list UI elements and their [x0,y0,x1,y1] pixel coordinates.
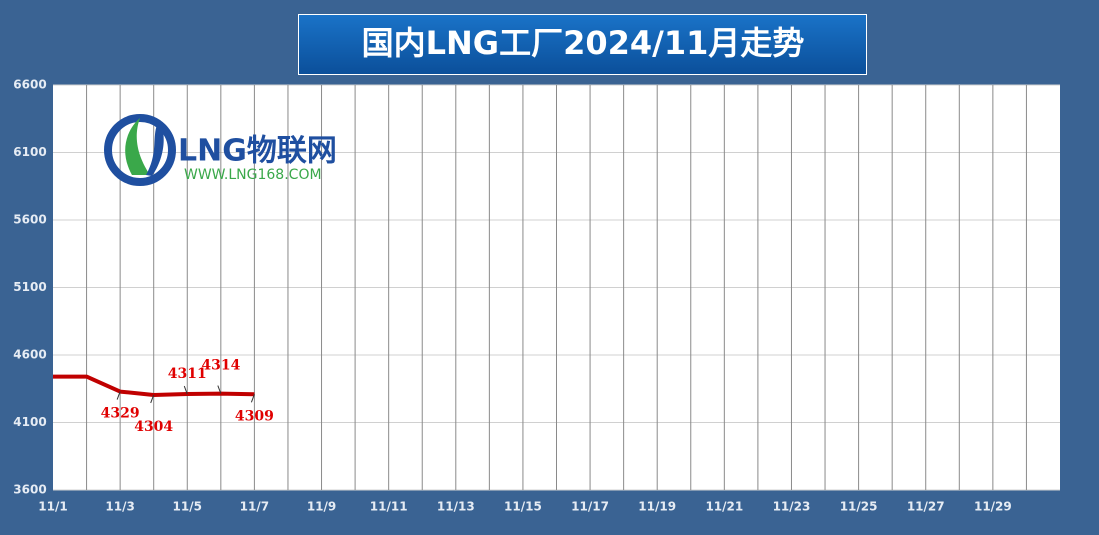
value-label: 4329 [101,406,140,422]
chart-title: 国内LNG工厂2024/11月走势 [362,24,805,62]
value-label: 4304 [134,419,173,435]
x-tick-label: 11/15 [504,500,542,514]
y-tick-label: 5100 [13,280,46,294]
y-tick-label: 4100 [13,415,46,429]
label-leader [116,391,121,400]
value-label: 4309 [235,408,274,424]
x-tick-label: 11/21 [705,500,743,514]
y-tick-label: 6100 [13,145,46,159]
label-leader [217,385,222,394]
x-tick-label: 11/1 [38,500,67,514]
logo-name: LNG物联网 [178,134,337,169]
x-tick-label: 11/9 [307,500,336,514]
value-label: 4314 [201,358,240,374]
y-tick-label: 5600 [13,213,46,227]
label-leader [150,394,155,404]
x-tick-label: 11/29 [974,500,1012,514]
logo: LNG物联网 WWW.LNG168.COM [104,114,337,186]
y-tick-label: 3600 [13,483,46,497]
value-label: 4311 [168,366,207,382]
title-box [298,14,867,75]
y-tick-label: 4600 [13,348,46,362]
x-tick-label: 11/27 [907,500,945,514]
logo-leaf [146,120,164,176]
x-tick-label: 11/19 [638,500,676,514]
x-tick-label: 11/11 [370,500,408,514]
y-tick-label: 6600 [13,78,46,92]
logo-leaf [125,118,150,175]
x-tick-label: 11/17 [571,500,609,514]
x-tick-label: 11/13 [437,500,475,514]
x-tick-label: 11/25 [840,500,878,514]
logo-url: WWW.LNG168.COM [184,167,322,183]
label-leader [250,394,255,403]
x-tick-label: 11/3 [105,500,134,514]
label-leader [183,385,188,395]
x-tick-label: 11/7 [240,500,269,514]
x-tick-label: 11/23 [773,500,811,514]
x-tick-label: 11/5 [173,500,202,514]
